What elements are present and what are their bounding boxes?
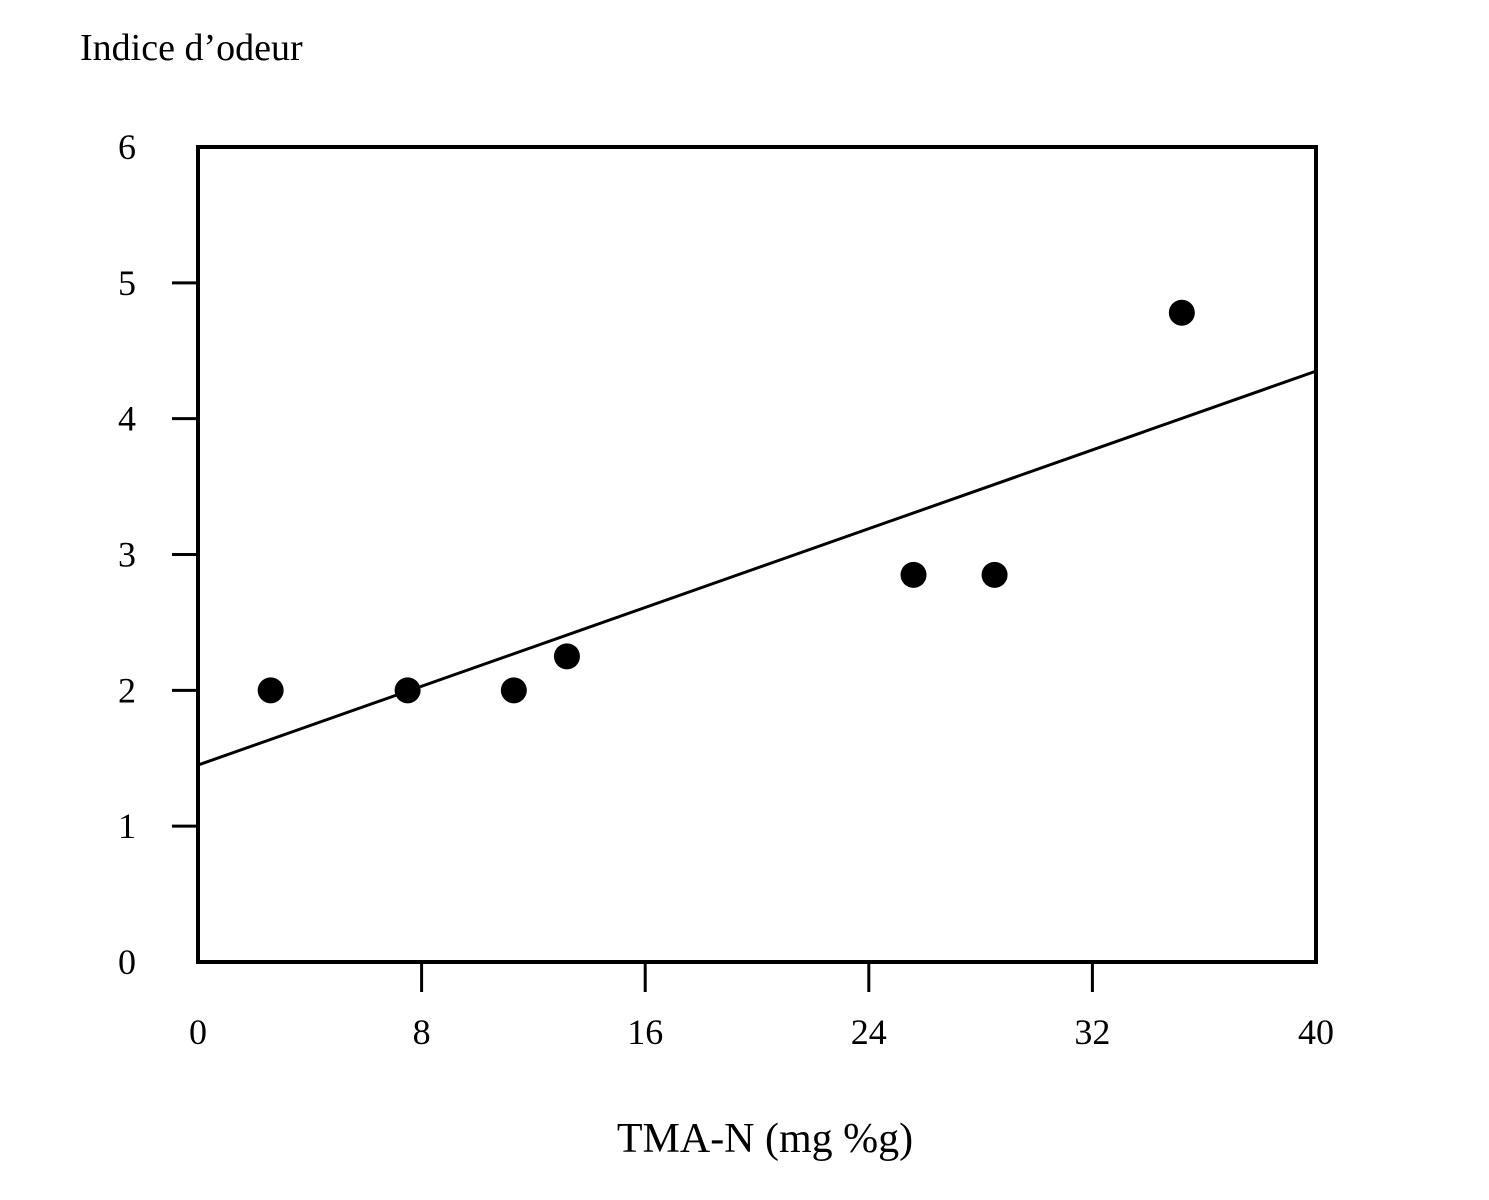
y-axis-title: Indice d’odeur <box>80 27 303 69</box>
data-point <box>257 677 284 704</box>
y-tick-label: 0 <box>118 942 136 982</box>
data-point <box>1168 299 1195 326</box>
x-tick-label: 0 <box>189 1012 207 1052</box>
y-tick-label: 2 <box>118 670 136 710</box>
x-axis: 0 8 16 24 32 40 <box>189 962 1334 1052</box>
x-tick-label: 32 <box>1074 1012 1110 1052</box>
data-points <box>257 299 1195 704</box>
y-tick-label: 5 <box>118 263 136 303</box>
regression-line <box>197 369 1317 767</box>
x-axis-title: TMA-N (mg %g) <box>617 1116 913 1162</box>
data-point <box>553 643 580 670</box>
data-point <box>900 561 927 588</box>
x-tick-label: 24 <box>851 1012 887 1052</box>
y-tick-label: 6 <box>118 127 136 167</box>
data-point <box>500 677 527 704</box>
x-tick-label: 40 <box>1298 1012 1334 1052</box>
x-tick-label: 16 <box>627 1012 663 1052</box>
x-tick-label: 8 <box>413 1012 431 1052</box>
y-tick-label: 3 <box>118 535 136 575</box>
y-tick-label: 4 <box>118 399 136 439</box>
plot-frame <box>196 145 1318 964</box>
y-axis: 0 1 2 3 4 5 6 <box>118 127 198 982</box>
data-point <box>394 677 421 704</box>
data-point <box>981 561 1008 588</box>
y-tick-label: 1 <box>118 806 136 846</box>
